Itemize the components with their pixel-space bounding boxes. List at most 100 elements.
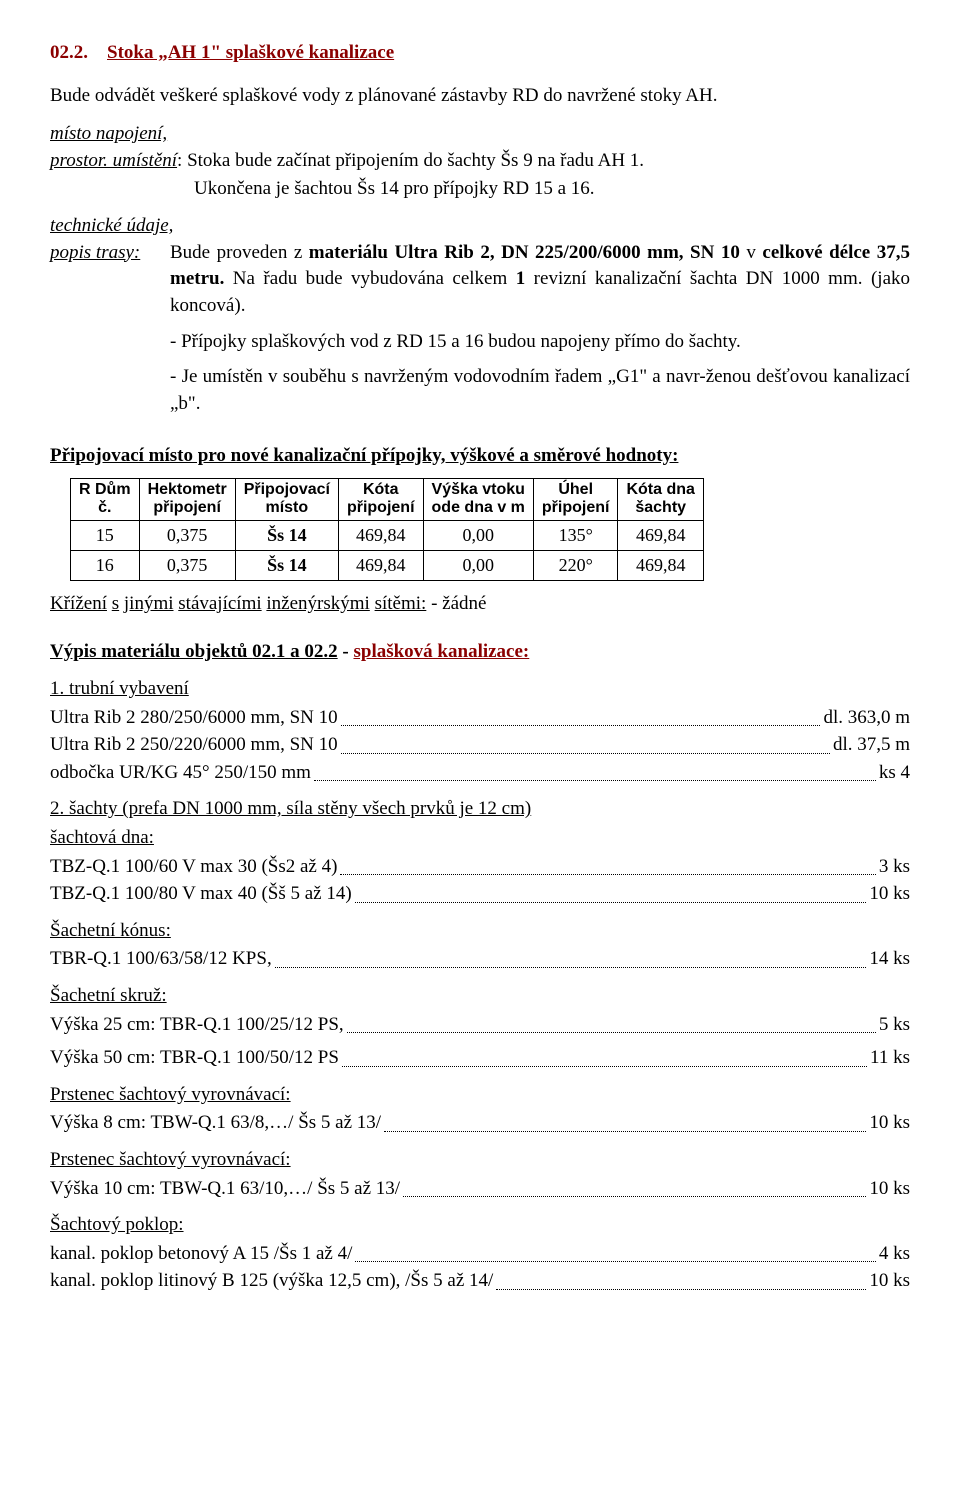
material-trail: 5 ks [879,1012,910,1039]
leader-fill [275,946,867,968]
th-1: Hektometrpřipojení [139,478,235,520]
vypis-dash: - [338,641,354,662]
vypis-mid: 02.1 a 02.2 [252,641,338,662]
section-heading: 02.2. Stoka „AH 1" splaškové kanalizace [50,40,910,67]
material-line: odbočka UR/KG 45° 250/150 mm ks 4 [50,760,910,787]
material-trail: dl. 37,5 m [833,732,910,759]
th-5: Úhelpřipojení [533,478,618,520]
leader-fill [342,1045,867,1067]
material-trail: dl. 363,0 m [823,705,910,732]
krizeni-word: stávajícími [178,593,261,614]
vypis-lead: Výpis materiálu objektů [50,641,252,662]
material-trail: 3 ks [879,854,910,881]
popis-block: popis trasy: Bude proveden z materiálu U… [50,240,910,426]
material-line: TBZ-Q.1 100/80 V max 40 (Šš 5 až 14) 10 k… [50,881,910,908]
popis-content: Bude proveden z materiálu Ultra Rib 2, D… [170,240,910,426]
popis-p1b: materiálu Ultra Rib 2, DN 225/200/6000 m… [309,242,740,263]
material-lead: Výška 25 cm: TBR-Q.1 100/25/12 PS, [50,1012,344,1039]
sachty-label: 2. šachty (prefa DN 1000 mm, síla stěny … [50,796,910,823]
table-cell: 469,84 [618,550,703,580]
popis-p1e: Na řadu bude vybudována celkem [224,268,515,289]
leader-fill [384,1110,866,1132]
leader-fill [496,1268,866,1290]
material-lead: TBR-Q.1 100/63/58/12 KPS, [50,946,272,973]
material-trail: ks 4 [879,760,910,787]
konus-label: Šachetní kónus: [50,918,910,945]
th-4: Výška vtokuode dna v m [423,478,533,520]
popis-p1a: Bude proveden z [170,242,309,263]
material-lead: kanal. poklop litinový B 125 (výška 12,5… [50,1268,493,1295]
table-cell: Šs 14 [235,520,338,550]
material-line: Výška 10 cm: TBW-Q.1 63/10,…/ Šs 5 až 13… [50,1176,910,1203]
material-lead: kanal. poklop betonový A 15 /Šs 1 až 4/ [50,1241,352,1268]
material-trail: 11 ks [870,1045,910,1072]
intro-paragraph: Bude odvádět veškeré splaškové vody z pl… [50,83,910,110]
material-trail: 10 ks [869,1110,910,1137]
th-6: Kóta dnašachty [618,478,703,520]
table-cell: 469,84 [618,520,703,550]
material-line: Ultra Rib 2 280/250/6000 mm, SN 10 dl. 36… [50,705,910,732]
material-line: TBR-Q.1 100/63/58/12 KPS,14 ks [50,946,910,973]
table-cell: 469,84 [338,550,423,580]
popis-label: popis trasy: [50,240,170,426]
material-line: Výška 8 cm: TBW-Q.1 63/8,…/ Šs 5 až 13/1… [50,1110,910,1137]
th-3: Kótapřipojení [338,478,423,520]
table-row: 160,375Šs 14469,840,00220°469,84 [71,550,704,580]
material-line: TBZ-Q.1 100/60 V max 30 (Šs2 až 4)3 ks [50,854,910,881]
popis-p2: - Přípojky splaškových vod z RD 15 a 16 … [170,329,910,356]
section-number: 02.2. [50,42,88,63]
table-row: 150,375Šs 14469,840,00135°469,84 [71,520,704,550]
material-lead: Výška 50 cm: TBR-Q.1 100/50/12 PS [50,1045,339,1072]
material-lead: Výška 10 cm: TBW-Q.1 63/10,…/ Šs 5 až 13… [50,1176,400,1203]
poklop-label: Šachtový poklop: [50,1212,910,1239]
umisteni-label: prostor. umístění [50,150,177,171]
vypis-heading: Výpis materiálu objektů 02.1 a 02.2 - sp… [50,639,910,666]
material-line: kanal. poklop litinový B 125 (výška 12,5… [50,1268,910,1295]
vypis-red: splašková kanalizace: [353,641,529,662]
umisteni-sub: Ukončena je šachtou Šs 14 pro přípojky R… [50,176,910,203]
table-header-row: R Důmč. Hektometrpřipojení Připojovacímí… [71,478,704,520]
table-cell: 469,84 [338,520,423,550]
material-line: Výška 25 cm: TBR-Q.1 100/25/12 PS, 5 ks [50,1012,910,1039]
krizeni-line: Křížení s jinými stávajícími inženýrským… [50,591,910,618]
material-lead: Ultra Rib 2 250/220/6000 mm, SN 10 [50,732,338,759]
krizeni-word: jinými [124,593,174,614]
table-cell: 220° [533,550,618,580]
material-lead: TBZ-Q.1 100/80 V max 40 (Šš 5 až 14) [50,881,352,908]
material-line: Výška 50 cm: TBR-Q.1 100/50/12 PS 11 ks [50,1045,910,1072]
popis-p1c: v [740,242,763,263]
material-trail: 4 ks [879,1241,910,1268]
material-trail: 10 ks [869,1176,910,1203]
leader-fill [341,705,821,727]
misto-napojeni-label: místo napojení, [50,121,910,148]
skruz-label: Šachetní skruž: [50,983,910,1010]
table-cell: 0,375 [139,550,235,580]
th-2: Připojovacímísto [235,478,338,520]
leader-fill [355,1241,875,1263]
krizeni-word: Křížení [50,593,107,614]
leader-fill [403,1176,866,1198]
table-heading: Připojovací místo pro nové kanalizační p… [50,443,910,470]
material-line: Ultra Rib 2 250/220/6000 mm, SN 10 dl. 37… [50,732,910,759]
krizeni-word: s [112,593,119,614]
table-cell: 0,00 [423,550,533,580]
leader-fill [340,854,875,876]
leader-fill [341,732,830,754]
trubni-label: 1. trubní vybavení [50,676,910,703]
prstenec1-label: Prstenec šachtový vyrovnávací: [50,1082,910,1109]
table-cell: Šs 14 [235,550,338,580]
prstenec2-label: Prstenec šachtový vyrovnávací: [50,1147,910,1174]
table-cell: 0,375 [139,520,235,550]
table-cell: 135° [533,520,618,550]
tech-udaje-label: technické údaje, [50,213,910,240]
material-lead: odbočka UR/KG 45° 250/150 mm [50,760,311,787]
popis-p1: Bude proveden z materiálu Ultra Rib 2, D… [170,240,910,320]
material-lead: Ultra Rib 2 280/250/6000 mm, SN 10 [50,705,338,732]
krizeni-word: sítěmi: [375,593,427,614]
material-trail: 10 ks [869,881,910,908]
krizeni-word: inženýrskými [266,593,369,614]
table-cell: 16 [71,550,140,580]
popis-p1f: 1 [516,268,526,289]
krizeni-tail: - žádné [426,593,486,614]
material-lead: Výška 8 cm: TBW-Q.1 63/8,…/ Šs 5 až 13/ [50,1110,381,1137]
